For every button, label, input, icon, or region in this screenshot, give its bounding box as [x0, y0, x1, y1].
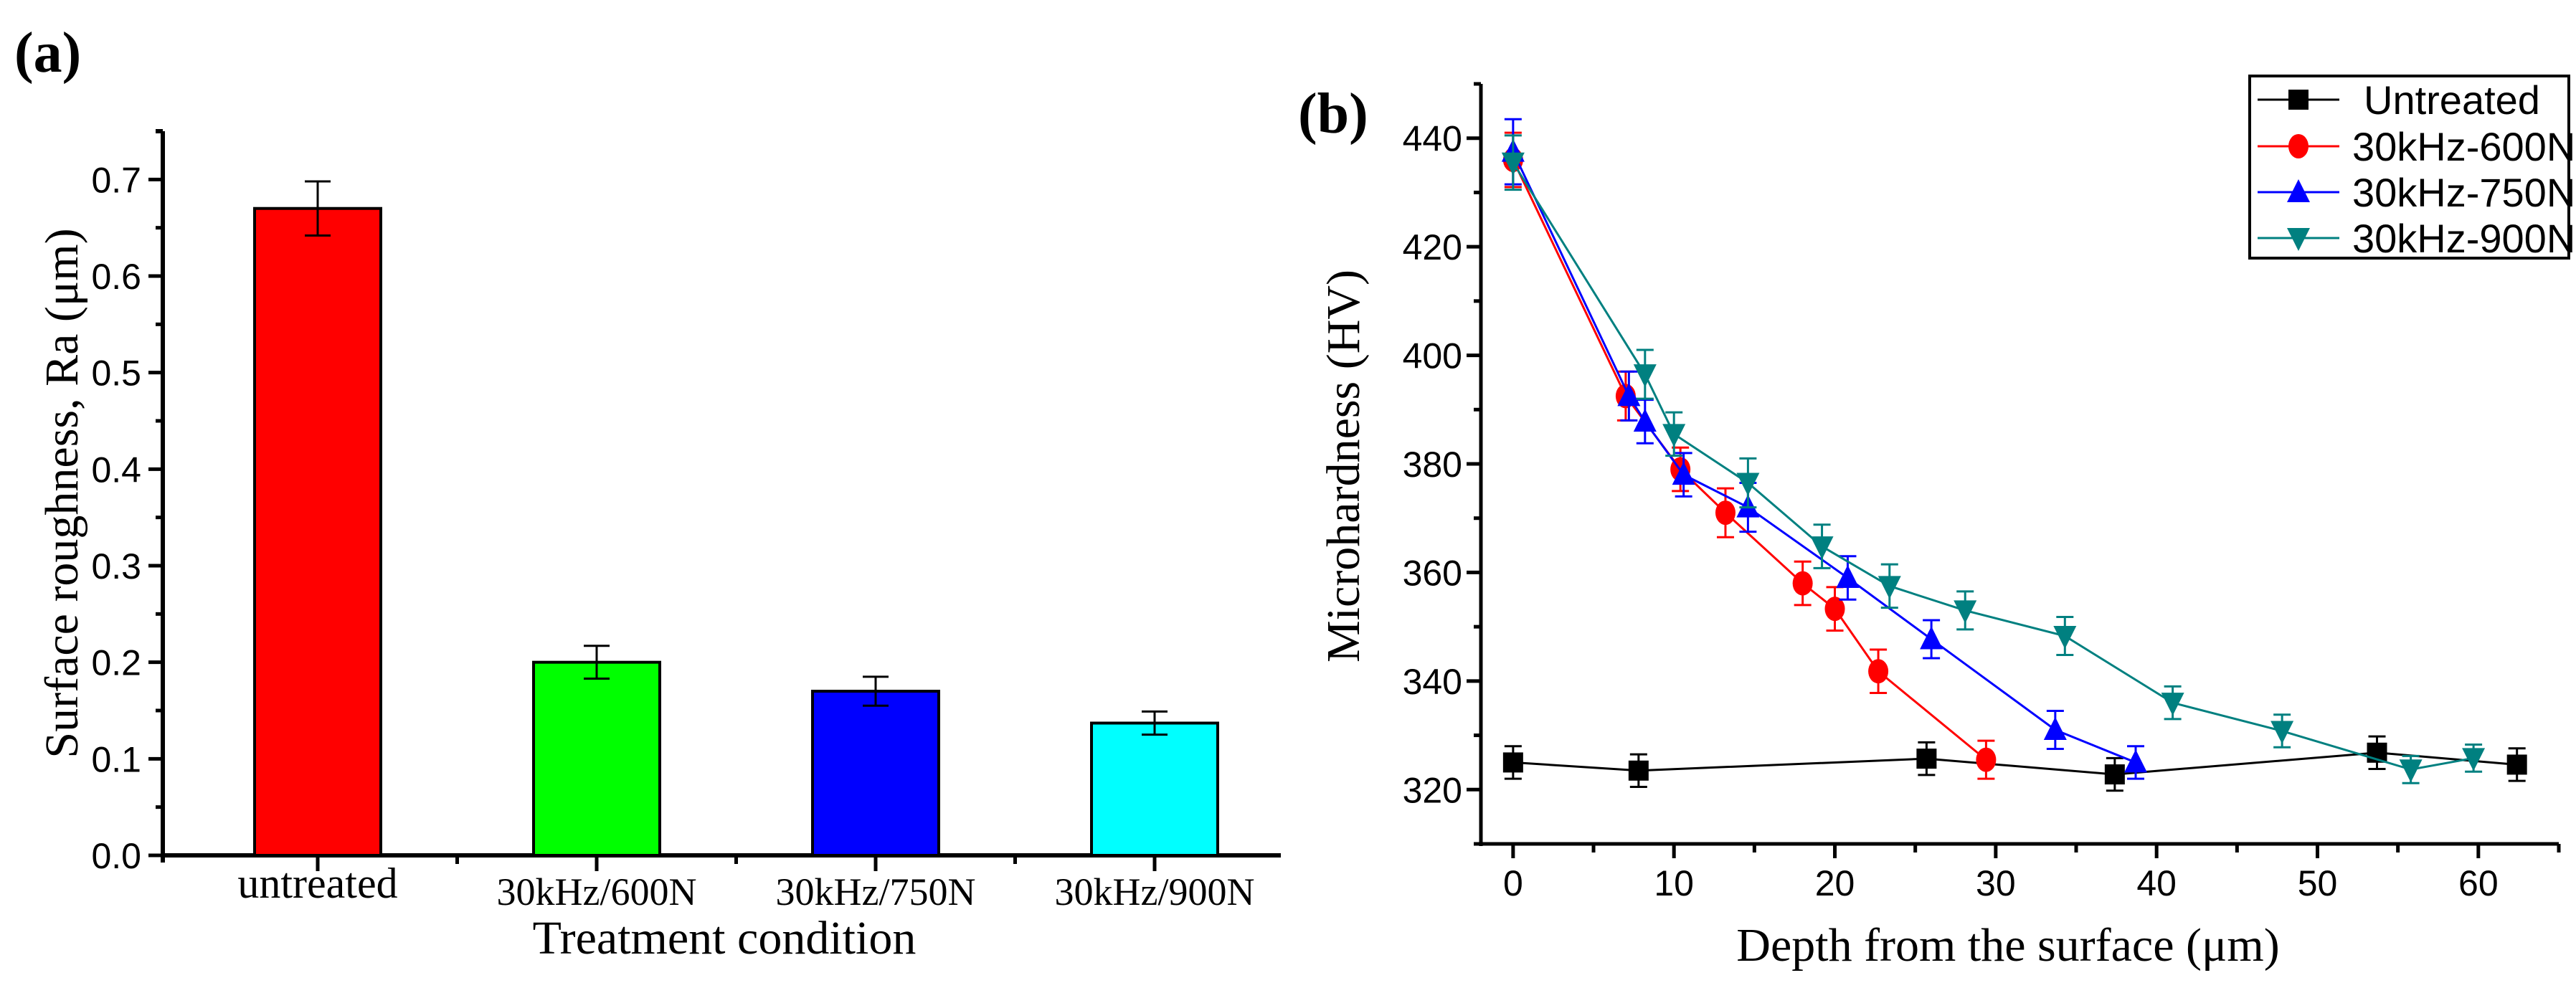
- y-tick-label-a: 0.2: [91, 643, 141, 683]
- data-point: [1836, 565, 1860, 588]
- data-point: [1920, 626, 1943, 650]
- y-axis-title-a: Surface roughness, Ra (μm): [36, 228, 88, 758]
- data-point: [1824, 597, 1845, 622]
- data-point: [1810, 536, 1834, 560]
- y-tick-label-b: 380: [1403, 445, 1462, 485]
- data-point: [2506, 754, 2527, 775]
- data-point: [1633, 408, 1657, 432]
- data-point: [1628, 760, 1649, 781]
- y-tick-label-a: 0.6: [91, 257, 141, 297]
- x-tick-label-a: untreated: [237, 860, 397, 907]
- y-tick-label-b: 400: [1403, 336, 1462, 376]
- y-tick-label-b: 320: [1403, 770, 1462, 810]
- legend-marker: [2288, 90, 2309, 110]
- x-axis-title-b: Depth from the surface (μm): [1736, 919, 2279, 972]
- y-tick-label-b: 360: [1403, 553, 1462, 593]
- data-point: [2053, 626, 2077, 650]
- panel-b-line-chart: (b) Depth from the surface (μm) Microhar…: [1298, 75, 2575, 972]
- x-tick-label-a: 30kHz/900N: [1055, 870, 1255, 913]
- bar-0: [253, 206, 382, 857]
- legend-label: Untreated: [2364, 77, 2540, 123]
- series-30khz-750n: [1501, 118, 2148, 780]
- y-tick-label-b: 340: [1403, 662, 1462, 702]
- data-point: [1633, 364, 1657, 388]
- y-tick-label-a: 0.4: [91, 450, 141, 490]
- panel-label-b: (b): [1298, 82, 1368, 146]
- y-axis-title-b: Microhardness (HV): [1317, 270, 1370, 662]
- y-tick-label-b: 420: [1403, 227, 1462, 267]
- data-point: [2399, 759, 2423, 783]
- x-tick-label-b: 10: [1654, 863, 1694, 903]
- bar-3: [1090, 721, 1219, 857]
- data-point: [1617, 383, 1641, 407]
- y-tick-label-a: 0.1: [91, 739, 141, 779]
- data-point: [1715, 500, 1736, 526]
- y-tick-label-a: 0.5: [91, 353, 141, 394]
- panel-a-bar-chart: (a) Treatment condition Surface roughnes…: [14, 22, 1281, 964]
- legend-marker: [2287, 228, 2310, 251]
- data-point: [2270, 721, 2294, 744]
- panel-label-a: (a): [14, 22, 81, 85]
- x-tick-label-b: 40: [2136, 863, 2177, 903]
- data-point: [2161, 693, 2184, 716]
- series-line: [1512, 751, 2517, 776]
- x-tick-label-a: 30kHz/750N: [776, 870, 976, 913]
- series-line: [1512, 159, 1987, 761]
- data-point: [2462, 748, 2486, 771]
- bar-2: [811, 690, 940, 857]
- legend-marker: [2288, 134, 2309, 158]
- data-point: [1868, 659, 1889, 684]
- legend-marker: [2287, 179, 2310, 202]
- data-point: [1501, 152, 1525, 176]
- x-tick-label-b: 50: [2298, 863, 2338, 903]
- x-axis-title-a: Treatment condition: [533, 912, 917, 964]
- data-point: [1954, 600, 1977, 624]
- y-tick-label-a: 0.3: [91, 546, 141, 586]
- y-tick-label-a: 0.0: [91, 836, 141, 876]
- data-point: [2104, 764, 2125, 785]
- legend-label: 30kHz-900N: [2352, 216, 2575, 261]
- data-point: [1976, 747, 1997, 772]
- x-tick-label-b: 20: [1815, 863, 1855, 903]
- bar-1: [532, 660, 661, 858]
- legend-label: 30kHz-600N: [2352, 124, 2575, 169]
- data-point: [1672, 462, 1695, 485]
- x-tick-label-b: 60: [2458, 863, 2499, 903]
- x-tick-label-a: 30kHz/600N: [497, 870, 697, 913]
- legend-label: 30kHz-750N: [2352, 170, 2575, 215]
- data-point: [1792, 571, 1813, 596]
- data-point: [1916, 749, 1937, 769]
- y-tick-label-b: 440: [1403, 119, 1462, 159]
- legend-box: [2248, 75, 2570, 260]
- data-point: [1877, 576, 1901, 599]
- series-line: [1512, 151, 2136, 764]
- y-tick-label-a: 0.7: [91, 160, 141, 200]
- data-point: [1662, 424, 1686, 447]
- series-untreated: [1502, 735, 2527, 792]
- series-30khz-600n: [1502, 131, 1997, 780]
- x-tick-label-b: 30: [1976, 863, 2016, 903]
- data-point: [1502, 752, 1523, 773]
- series-30khz-900n: [1501, 134, 2486, 784]
- x-tick-label-b: 0: [1503, 863, 1523, 903]
- data-point: [2043, 717, 2067, 740]
- data-point: [2124, 749, 2148, 773]
- data-point: [1736, 472, 1760, 496]
